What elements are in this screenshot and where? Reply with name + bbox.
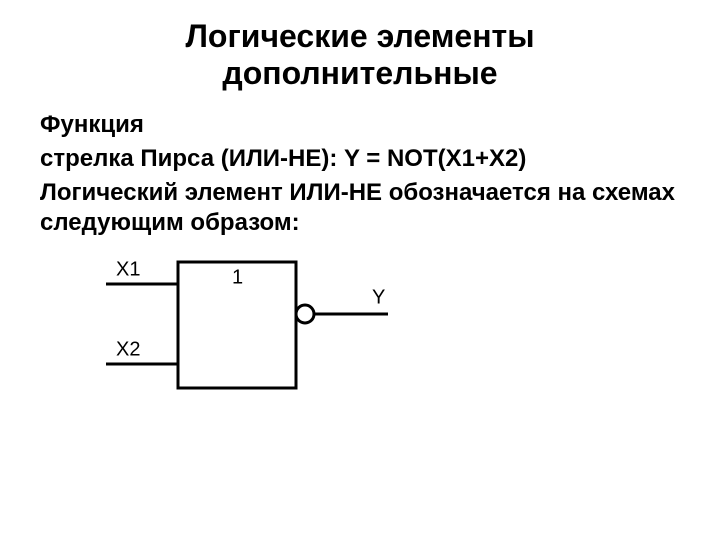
slide: Логические элементы дополнительные Функц…: [0, 0, 720, 540]
inversion-bubble: [296, 305, 314, 323]
paragraph-function: Функция: [40, 110, 680, 140]
input-label-x1: X1: [116, 258, 140, 280]
nor-gate-svg: X1 X2 Y 1: [88, 236, 408, 406]
gate-label: 1: [232, 266, 243, 288]
title-line-2: дополнительные: [222, 55, 497, 91]
paragraph-formula: стрелка Пирса (ИЛИ-НЕ): Y = NOT(X1+X2): [40, 144, 680, 174]
output-label: Y: [372, 286, 385, 308]
input-label-x2: X2: [116, 338, 140, 360]
title-line-1: Логические элементы: [185, 18, 534, 54]
paragraph-description: Логический элемент ИЛИ-НЕ обозначается н…: [40, 178, 680, 238]
slide-title: Логические элементы дополнительные: [40, 18, 680, 92]
logic-gate-diagram: X1 X2 Y 1: [88, 236, 680, 411]
